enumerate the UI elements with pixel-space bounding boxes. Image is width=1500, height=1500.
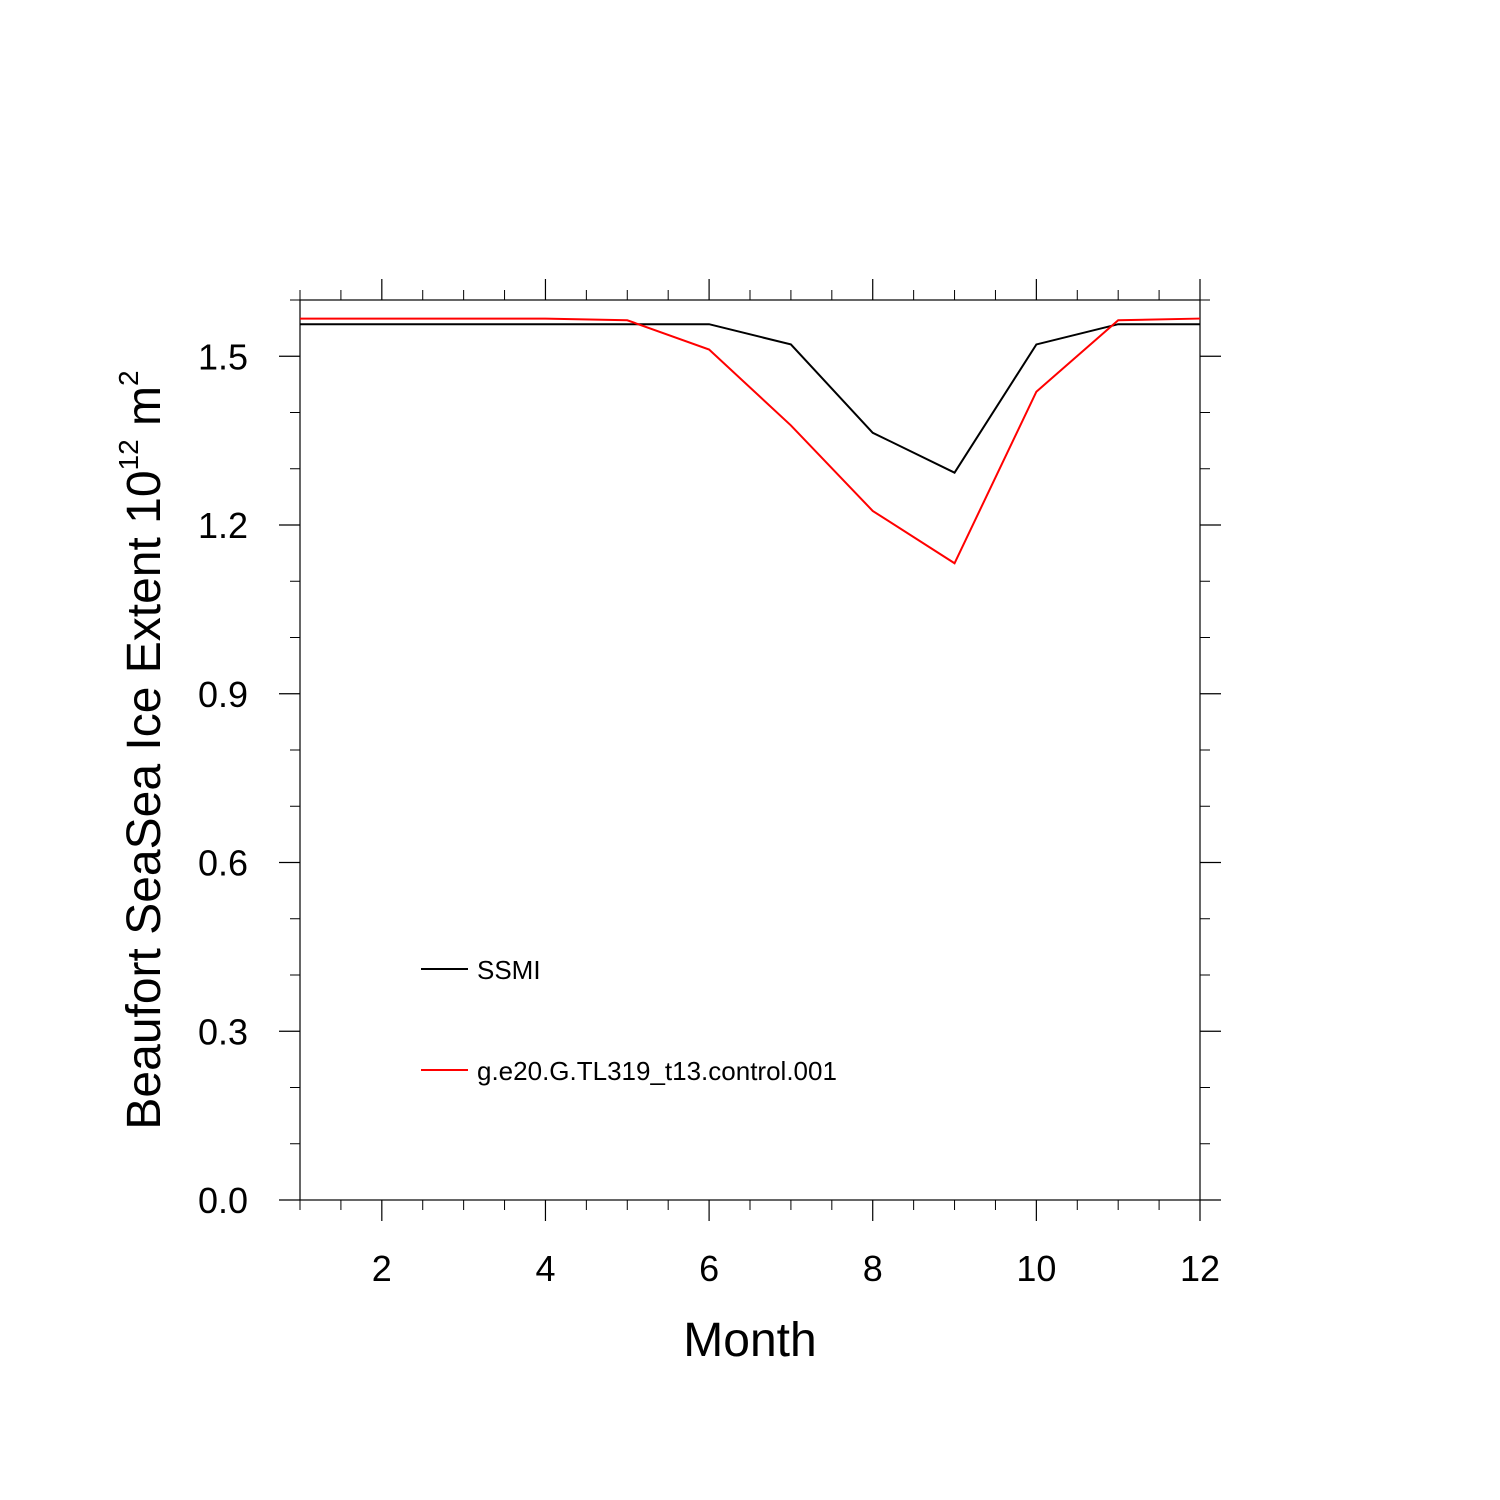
legend-item-1: g.e20.G.TL319_t13.control.001 — [421, 1056, 837, 1086]
x-tick-label: 8 — [863, 1248, 883, 1289]
y-tick-label: 0.3 — [198, 1011, 248, 1052]
series-line-0 — [300, 323, 1200, 474]
y-axis-title-unit: m — [118, 386, 171, 439]
y-axis-title-exponent: 12 — [113, 439, 144, 470]
x-tick-label: 2 — [372, 1248, 392, 1289]
y-tick-label: 1.5 — [198, 336, 248, 377]
legend-item-0: SSMI — [421, 955, 541, 985]
y-tick-label: 0.6 — [198, 843, 248, 884]
legend: SSMI g.e20.G.TL319_t13.control.001 — [421, 955, 837, 1086]
x-tick-label: 4 — [535, 1248, 555, 1289]
x-tick-label: 6 — [699, 1248, 719, 1289]
tick-labels: 2 4 6 8 10 12 0.0 0.3 0.6 0.9 1.2 1.5 — [198, 336, 1220, 1289]
legend-label-1: g.e20.G.TL319_t13.control.001 — [477, 1056, 837, 1086]
series-line-1 — [300, 317, 1201, 565]
y-tick-label: 0.0 — [198, 1180, 248, 1221]
y-tick-label: 0.9 — [198, 674, 248, 715]
y-axis-title-text: Beaufort SeaSea Ice Extent 10 — [118, 470, 171, 1129]
x-tick-label: 12 — [1180, 1248, 1220, 1289]
series-lines — [300, 317, 1201, 565]
svg-text:Beaufort SeaSea Ice Extent 101: Beaufort SeaSea Ice Extent 1012 m2 — [113, 370, 171, 1129]
y-axis-title-unit-exponent: 2 — [113, 370, 144, 386]
y-axis-title: Beaufort SeaSea Ice Extent 1012 m2 — [113, 370, 171, 1129]
legend-label-0: SSMI — [477, 955, 541, 985]
y-tick-label: 1.2 — [198, 505, 248, 546]
x-tick-label: 10 — [1016, 1248, 1056, 1289]
ticks — [279, 279, 1221, 1221]
x-axis-title: Month — [683, 1314, 816, 1367]
